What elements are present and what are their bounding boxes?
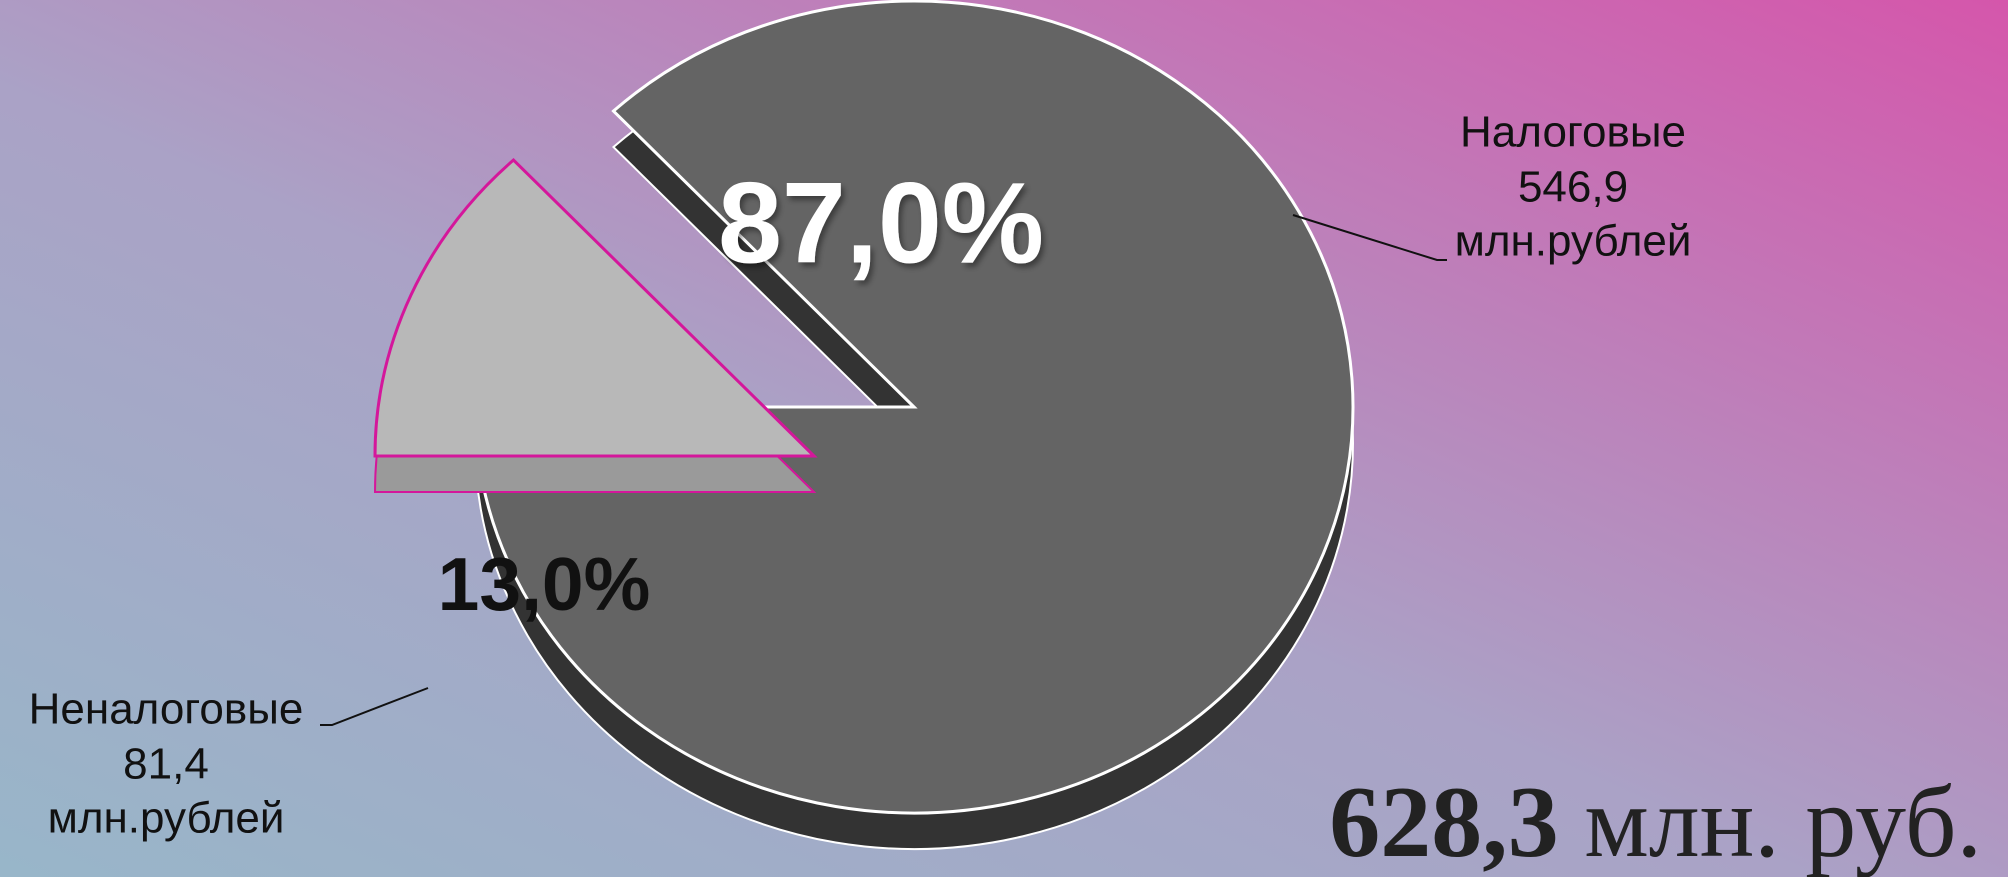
value-label: 13,0% <box>438 542 651 626</box>
amount-label: 546,9 <box>1518 163 1628 212</box>
leader-line <box>1292 214 1447 261</box>
total-value: 628,3 <box>1329 766 1559 877</box>
unit-label: млн.рублей <box>48 794 285 843</box>
leader-line <box>320 687 429 726</box>
slice <box>373 157 818 458</box>
amount-label: 81,4 <box>123 740 209 789</box>
total: 628,3 млн. руб. <box>1329 766 1982 877</box>
total-unit: млн. руб. <box>1584 766 1982 877</box>
slice <box>473 0 1355 815</box>
category-label: Неналоговые <box>29 685 304 734</box>
pie <box>373 0 1355 850</box>
value-label: 87,0% <box>718 159 1044 287</box>
labels: 87,0% 13,0% Налоговые 546,9 млн.рублей Ненало… <box>29 108 1692 843</box>
unit-label: млн.рублей <box>1455 217 1692 266</box>
category-label: Налоговые <box>1460 108 1686 157</box>
